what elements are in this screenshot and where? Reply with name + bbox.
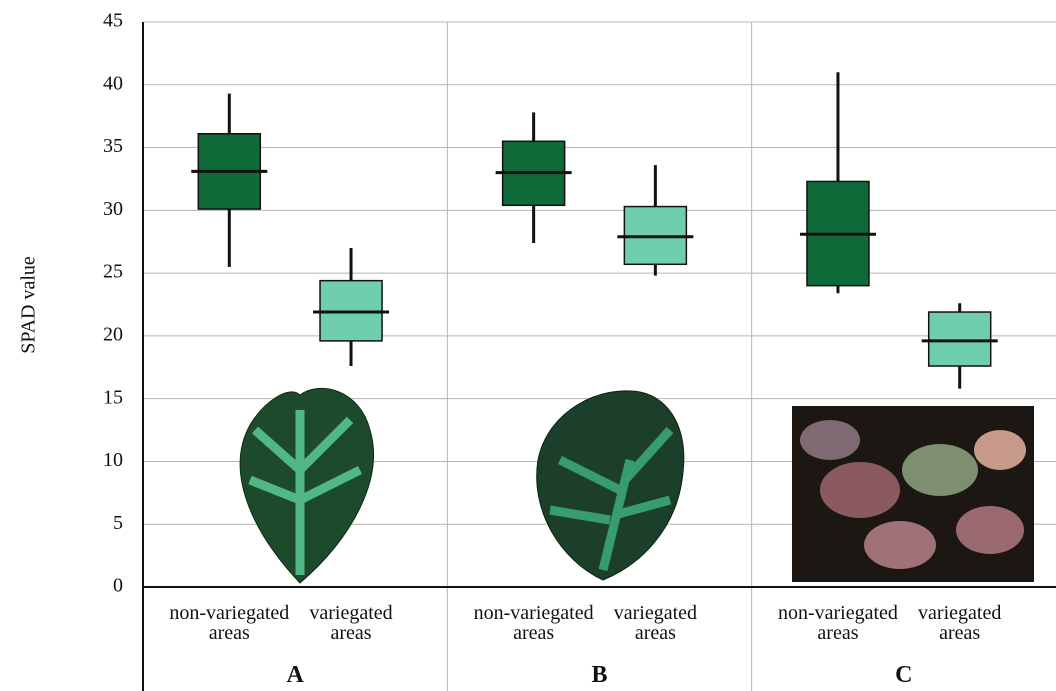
y-tick-label: 25	[103, 261, 123, 283]
photo-c	[792, 406, 1034, 582]
box	[927, 311, 992, 367]
y-tick-label: 5	[113, 512, 123, 534]
y-tick-label: 35	[103, 135, 123, 157]
y-tick-label: 45	[103, 10, 123, 32]
leaf-a	[239, 387, 374, 584]
y-tick-label: 0	[113, 575, 123, 597]
y-axis-label: SPAD value	[18, 256, 40, 354]
y-tick-label: 40	[103, 72, 123, 94]
x-tick-label: non-variegated areas	[169, 602, 290, 644]
x-tick-label: variegated areas	[918, 602, 1002, 644]
y-tick-label: 10	[103, 449, 123, 471]
group-label: A	[286, 662, 304, 688]
leaf-b	[536, 390, 685, 581]
group-label: B	[591, 662, 608, 688]
y-tick-label: 15	[103, 386, 123, 408]
x-tick-label: variegated areas	[613, 602, 697, 644]
x-tick-label: non-variegated areas	[777, 602, 898, 644]
y-tick-label: 30	[103, 198, 123, 220]
y-tick-label: 20	[103, 323, 123, 345]
x-tick-label: variegated areas	[309, 602, 393, 644]
group-label: C	[895, 662, 913, 688]
x-tick-label: non-variegated areas	[473, 602, 594, 644]
